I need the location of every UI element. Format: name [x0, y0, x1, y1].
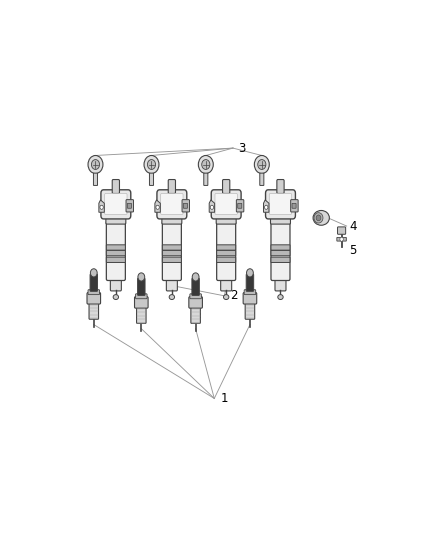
FancyBboxPatch shape — [106, 214, 126, 224]
FancyBboxPatch shape — [166, 278, 177, 291]
Circle shape — [148, 159, 155, 169]
FancyBboxPatch shape — [215, 193, 237, 214]
Circle shape — [100, 205, 103, 209]
FancyBboxPatch shape — [134, 297, 148, 308]
Ellipse shape — [314, 213, 323, 223]
Circle shape — [258, 159, 266, 169]
FancyBboxPatch shape — [216, 214, 236, 224]
FancyBboxPatch shape — [127, 203, 131, 208]
Circle shape — [254, 156, 269, 174]
FancyBboxPatch shape — [135, 294, 147, 298]
Text: 3: 3 — [238, 142, 245, 155]
Circle shape — [192, 273, 199, 281]
FancyBboxPatch shape — [106, 251, 125, 256]
FancyBboxPatch shape — [162, 257, 181, 262]
FancyBboxPatch shape — [110, 278, 121, 291]
FancyBboxPatch shape — [217, 245, 236, 250]
Circle shape — [138, 273, 145, 281]
FancyBboxPatch shape — [217, 251, 236, 256]
Circle shape — [156, 205, 159, 209]
Circle shape — [88, 156, 103, 174]
Circle shape — [90, 269, 97, 277]
FancyBboxPatch shape — [192, 278, 199, 295]
FancyBboxPatch shape — [221, 278, 232, 291]
Circle shape — [198, 156, 213, 174]
FancyBboxPatch shape — [238, 203, 242, 208]
Ellipse shape — [278, 295, 283, 300]
FancyBboxPatch shape — [182, 200, 190, 212]
FancyBboxPatch shape — [138, 278, 145, 295]
Text: 5: 5 — [350, 244, 357, 257]
FancyBboxPatch shape — [271, 251, 290, 256]
FancyBboxPatch shape — [162, 245, 181, 250]
FancyBboxPatch shape — [269, 193, 292, 214]
Text: 1: 1 — [220, 392, 228, 405]
FancyBboxPatch shape — [88, 290, 99, 295]
FancyBboxPatch shape — [162, 221, 181, 280]
FancyBboxPatch shape — [106, 245, 125, 250]
Circle shape — [92, 159, 99, 169]
FancyBboxPatch shape — [223, 180, 230, 193]
FancyBboxPatch shape — [217, 221, 236, 280]
FancyBboxPatch shape — [243, 293, 257, 304]
Circle shape — [340, 237, 343, 241]
Ellipse shape — [113, 295, 119, 300]
FancyBboxPatch shape — [204, 173, 208, 185]
FancyBboxPatch shape — [338, 227, 346, 235]
Circle shape — [265, 205, 268, 209]
FancyBboxPatch shape — [271, 214, 290, 224]
FancyBboxPatch shape — [246, 274, 254, 292]
Circle shape — [202, 159, 210, 169]
FancyBboxPatch shape — [157, 190, 187, 219]
FancyBboxPatch shape — [244, 290, 256, 295]
FancyBboxPatch shape — [89, 302, 99, 319]
Text: 4: 4 — [350, 220, 357, 232]
FancyBboxPatch shape — [265, 190, 295, 219]
Ellipse shape — [169, 295, 175, 300]
FancyBboxPatch shape — [271, 257, 290, 262]
FancyBboxPatch shape — [137, 306, 146, 324]
FancyBboxPatch shape — [271, 245, 290, 250]
FancyBboxPatch shape — [271, 221, 290, 280]
Ellipse shape — [223, 295, 229, 300]
FancyBboxPatch shape — [292, 203, 296, 208]
FancyBboxPatch shape — [149, 173, 154, 185]
FancyBboxPatch shape — [105, 193, 127, 214]
FancyBboxPatch shape — [190, 294, 201, 298]
FancyBboxPatch shape — [211, 190, 241, 219]
Circle shape — [316, 215, 321, 221]
FancyBboxPatch shape — [337, 237, 346, 241]
FancyBboxPatch shape — [112, 180, 120, 193]
Ellipse shape — [313, 211, 329, 225]
Polygon shape — [155, 200, 160, 212]
Circle shape — [247, 269, 253, 277]
FancyBboxPatch shape — [168, 180, 176, 193]
FancyBboxPatch shape — [161, 193, 183, 214]
Polygon shape — [99, 200, 104, 212]
FancyBboxPatch shape — [106, 221, 125, 280]
FancyBboxPatch shape — [245, 302, 254, 319]
FancyBboxPatch shape — [101, 190, 131, 219]
FancyBboxPatch shape — [191, 306, 200, 324]
Polygon shape — [264, 200, 269, 212]
FancyBboxPatch shape — [217, 257, 236, 262]
FancyBboxPatch shape — [93, 173, 98, 185]
FancyBboxPatch shape — [237, 200, 244, 212]
FancyBboxPatch shape — [189, 297, 202, 308]
FancyBboxPatch shape — [277, 180, 284, 193]
FancyBboxPatch shape — [162, 251, 181, 256]
Circle shape — [144, 156, 159, 174]
FancyBboxPatch shape — [87, 293, 101, 304]
FancyBboxPatch shape — [275, 278, 286, 291]
Polygon shape — [209, 200, 215, 212]
FancyBboxPatch shape — [184, 203, 187, 208]
FancyBboxPatch shape — [106, 257, 125, 262]
FancyBboxPatch shape — [260, 173, 264, 185]
FancyBboxPatch shape — [90, 274, 98, 292]
Circle shape — [210, 205, 214, 209]
FancyBboxPatch shape — [162, 214, 182, 224]
FancyBboxPatch shape — [291, 200, 298, 212]
Text: 2: 2 — [230, 289, 237, 302]
FancyBboxPatch shape — [126, 200, 134, 212]
